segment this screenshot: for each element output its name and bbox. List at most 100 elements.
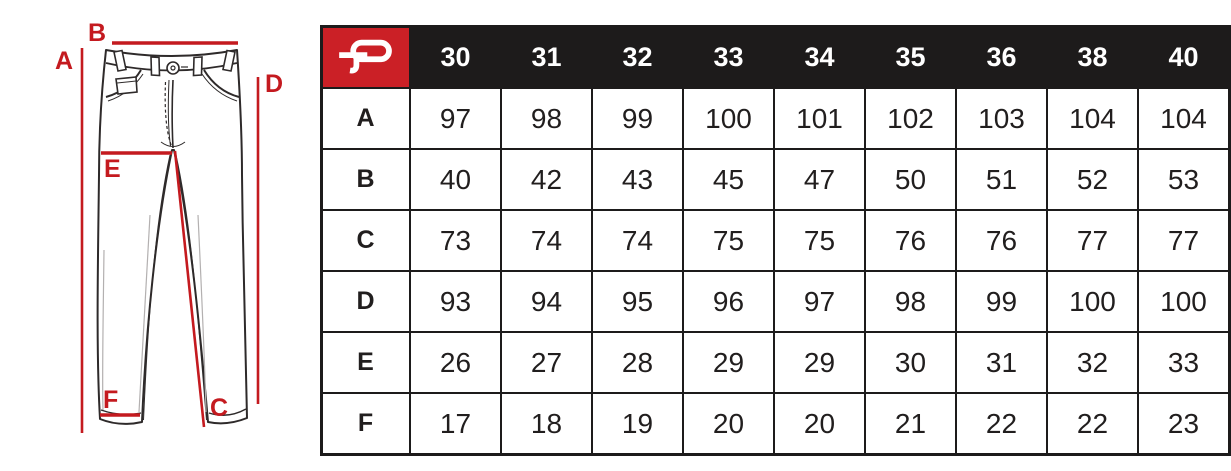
measure-label-d: D (265, 70, 285, 98)
measure-value-cell: 26 (409, 331, 502, 394)
fly-stitching (164, 79, 174, 149)
measure-value-cell: 19 (591, 392, 684, 456)
table-row: E 26 27 28 29 29 30 31 32 33 (320, 331, 1231, 394)
measure-value-cell: 77 (1137, 209, 1231, 272)
measure-label-cell: A (320, 87, 411, 150)
size-table: 30 31 32 33 34 35 36 38 40 A 97 98 99 100 101 102 103 10… (320, 25, 1231, 456)
size-column-header: 32 (591, 25, 684, 89)
size-column-header: 30 (409, 25, 502, 89)
measure-label-a: A (55, 47, 75, 75)
measure-label-cell: E (320, 331, 411, 394)
measure-line-c (173, 150, 206, 428)
measure-value-cell: 53 (1137, 148, 1231, 211)
measure-value-cell: 74 (591, 209, 684, 272)
jeans-silhouette (96, 49, 248, 425)
measure-value-cell: 45 (682, 148, 775, 211)
table-row: D 93 94 95 96 97 98 99 100 100 (320, 270, 1231, 333)
size-column-header: 38 (1046, 25, 1139, 89)
measure-value-cell: 101 (773, 87, 866, 150)
measure-value-cell: 50 (864, 148, 957, 211)
leg-creases (101, 214, 207, 413)
measure-value-cell: 18 (500, 392, 593, 456)
measure-label-e: E (104, 155, 122, 183)
measure-label-cell: C (320, 209, 411, 272)
measure-value-cell: 100 (682, 87, 775, 150)
size-column-header: 34 (773, 25, 866, 89)
measure-value-cell: 97 (409, 87, 502, 150)
table-row: B 40 42 43 45 47 50 51 52 53 (320, 148, 1231, 211)
measure-value-cell: 22 (1046, 392, 1139, 456)
measure-value-cell: 96 (682, 270, 775, 333)
measure-value-cell: 76 (864, 209, 957, 272)
measure-value-cell: 43 (591, 148, 684, 211)
measure-value-cell: 51 (955, 148, 1048, 211)
measure-label-cell: D (320, 270, 411, 333)
measure-value-cell: 76 (955, 209, 1048, 272)
measure-value-cell: 27 (500, 331, 593, 394)
measure-value-cell: 47 (773, 148, 866, 211)
table-row: F 17 18 19 20 20 21 22 22 23 (320, 392, 1231, 456)
measure-value-cell: 30 (864, 331, 957, 394)
measurement-lines (80, 41, 260, 433)
pants-measurement-diagram: A B C D E F (0, 0, 315, 471)
measure-value-cell: 52 (1046, 148, 1139, 211)
size-header-row: 30 31 32 33 34 35 36 38 40 (320, 25, 1231, 89)
measure-label-f: F (103, 386, 120, 414)
measure-value-cell: 99 (591, 87, 684, 150)
measure-label-cell: B (320, 148, 411, 211)
measure-value-cell: 31 (955, 331, 1048, 394)
left-pocket (105, 69, 144, 102)
measure-value-cell: 100 (1046, 270, 1139, 333)
measure-value-cell: 100 (1137, 270, 1231, 333)
measure-value-cell: 40 (409, 148, 502, 211)
measure-value-cell: 75 (682, 209, 775, 272)
measure-value-cell: 20 (773, 392, 866, 456)
button-icon (166, 61, 180, 75)
measure-value-cell: 93 (409, 270, 502, 333)
measure-value-cell: 77 (1046, 209, 1139, 272)
measure-value-cell: 104 (1046, 87, 1139, 150)
measure-value-cell: 29 (682, 331, 775, 394)
measure-value-cell: 29 (773, 331, 866, 394)
measure-value-cell: 95 (591, 270, 684, 333)
measure-value-cell: 73 (409, 209, 502, 272)
measure-value-cell: 17 (409, 392, 502, 456)
right-pocket (201, 69, 240, 102)
measure-value-cell: 94 (500, 270, 593, 333)
measure-value-cell: 20 (682, 392, 775, 456)
measure-value-cell: 104 (1137, 87, 1231, 150)
measure-value-cell: 103 (955, 87, 1048, 150)
size-column-header: 40 (1137, 25, 1231, 89)
seam-details (143, 141, 207, 421)
brand-p-logo-icon (339, 39, 392, 73)
measure-value-cell: 32 (1046, 331, 1139, 394)
measure-value-cell: 21 (864, 392, 957, 456)
size-column-header: 35 (864, 25, 957, 89)
measure-value-cell: 102 (864, 87, 957, 150)
size-table-wrap: 30 31 32 33 34 35 36 38 40 A 97 98 99 100 101 102 103 10… (320, 25, 1231, 456)
measure-label-c: C (210, 394, 230, 422)
measure-value-cell: 28 (591, 331, 684, 394)
measure-value-cell: 33 (1137, 331, 1231, 394)
belt-loops (113, 49, 236, 77)
size-table-body: A 97 98 99 100 101 102 103 104 104 B 40 42 43 45 47 50 51… (320, 87, 1231, 456)
size-column-header: 33 (682, 25, 775, 89)
measure-value-cell: 74 (500, 209, 593, 272)
measure-value-cell: 75 (773, 209, 866, 272)
pants-outline-drawing (80, 41, 260, 433)
size-column-header: 31 (500, 25, 593, 89)
brand-logo-cell (320, 25, 411, 89)
table-row: A 97 98 99 100 101 102 103 104 104 (320, 87, 1231, 150)
measure-value-cell: 23 (1137, 392, 1231, 456)
table-row: C 73 74 74 75 75 76 76 77 77 (320, 209, 1231, 272)
measure-label-cell: F (320, 392, 411, 456)
measure-value-cell: 98 (500, 87, 593, 150)
measure-value-cell: 22 (955, 392, 1048, 456)
measure-value-cell: 98 (864, 270, 957, 333)
measure-label-b: B (88, 19, 108, 47)
measure-value-cell: 42 (500, 148, 593, 211)
size-column-header: 36 (955, 25, 1048, 89)
measure-value-cell: 99 (955, 270, 1048, 333)
measure-value-cell: 97 (773, 270, 866, 333)
